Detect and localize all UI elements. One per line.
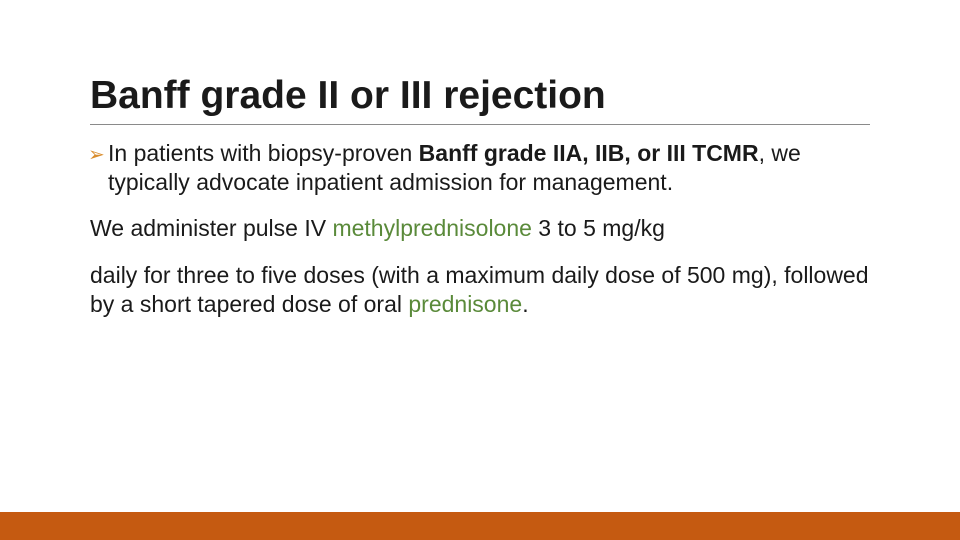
footer-bar xyxy=(0,512,960,540)
para3-link-prednisone[interactable]: prednisone xyxy=(408,291,522,317)
bullet-icon: ➢ xyxy=(88,143,105,168)
para2-seg1: We administer pulse IV xyxy=(90,215,332,241)
paragraph-1: ➢ In patients with biopsy-proven Banff g… xyxy=(90,139,870,197)
paragraph-3: daily for three to five doses (with a ma… xyxy=(90,261,870,319)
paragraph-1-text: In patients with biopsy-proven Banff gra… xyxy=(90,139,870,197)
para2-link-methylprednisolone[interactable]: methylprednisolone xyxy=(332,215,531,241)
slide: Banff grade II or III rejection ➢ In pat… xyxy=(0,0,960,540)
para1-bold: Banff grade IIA, IIB, or III TCMR xyxy=(419,140,759,166)
slide-title: Banff grade II or III rejection xyxy=(90,75,870,125)
para3-seg3: . xyxy=(522,291,528,317)
para2-seg3: 3 to 5 mg/kg xyxy=(532,215,665,241)
paragraph-2: We administer pulse IV methylprednisolon… xyxy=(90,214,870,243)
para1-seg1: In patients with biopsy-proven xyxy=(108,140,419,166)
